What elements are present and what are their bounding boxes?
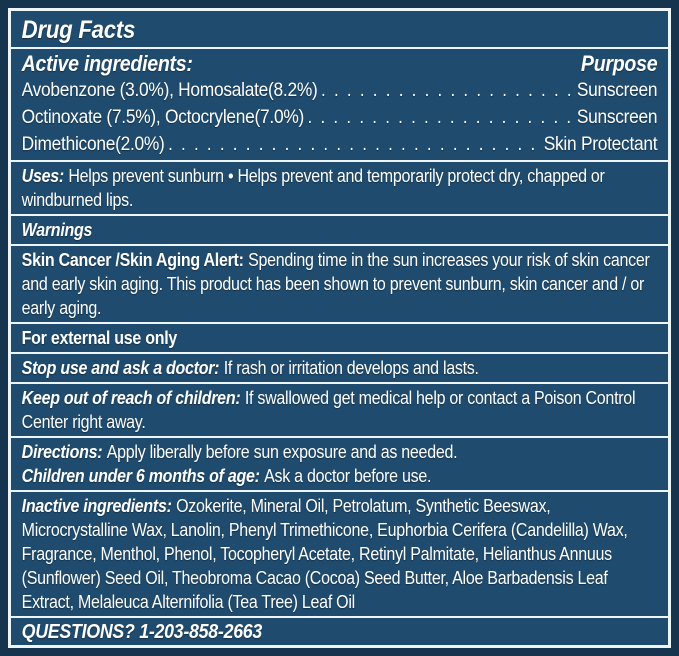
ingredient-purpose: Skin Protectant — [543, 133, 658, 155]
stop-use-text: If rash or irritation develops and lasts… — [223, 358, 479, 378]
directions-paragraph: Directions: Apply liberally before sun ex… — [22, 440, 658, 464]
section-stop-use: Stop use and ask a doctor: If rash or irr… — [11, 352, 668, 382]
section-skin-cancer-alert: Skin Cancer /Skin Aging Alert: Spending t… — [11, 244, 668, 322]
warnings-heading: Warnings — [21, 220, 93, 240]
stop-use-label: Stop use and ask a doctor: — [21, 358, 220, 378]
skin-cancer-alert-label: Skin Cancer /Skin Aging Alert: — [21, 250, 244, 270]
active-ingredients-heading: Active ingredients: — [21, 51, 193, 76]
section-external-use: For external use only — [11, 322, 668, 352]
directions-text: Apply liberally before sun exposure and … — [106, 442, 458, 462]
ingredient-row: Dimethicone(2.0%) . . . . . . . . . . . … — [22, 131, 658, 158]
skin-cancer-alert-text: Spending time in the sun increases your … — [21, 250, 650, 318]
inactive-ingredients-paragraph: Inactive ingredients: Ozokerite, Mineral … — [22, 494, 658, 614]
uses-label: Uses: — [21, 166, 65, 186]
section-active-ingredients: Active ingredients: Purpose Avobenzone (… — [11, 47, 668, 160]
active-ingredients-header-row: Active ingredients: Purpose — [22, 51, 658, 77]
purpose-heading: Purpose — [580, 51, 658, 76]
ingredient-row: Octinoxate (7.5%), Octocrylene(7.0%) . .… — [22, 104, 658, 131]
ingredient-name: Dimethicone(2.0%) — [21, 133, 165, 155]
section-questions: QUESTIONS? 1-203-858-2663 — [11, 616, 668, 645]
skin-cancer-alert-paragraph: Skin Cancer /Skin Aging Alert: Spending t… — [22, 248, 658, 320]
children-under-6-paragraph: Children under 6 months of age: Ask a doc… — [22, 464, 658, 488]
section-directions: Directions: Apply liberally before sun ex… — [11, 436, 668, 490]
uses-paragraph: Uses: Helps prevent sunburn • Helps preve… — [22, 164, 658, 212]
section-title: Drug Facts — [11, 11, 668, 47]
directions-label: Directions: — [21, 442, 103, 462]
dot-leader: . . . . . . . . . . . . . . . . . . . . … — [321, 80, 574, 101]
inactive-ingredients-label: Inactive ingredients: — [21, 496, 172, 516]
inactive-ingredients-text: Ozokerite, Mineral Oil, Petrolatum, Synt… — [21, 496, 628, 612]
dot-leader: . . . . . . . . . . . . . . . . . . . . … — [168, 134, 540, 155]
ingredient-purpose: Sunscreen — [576, 79, 658, 101]
questions-phone-text: QUESTIONS? 1-203-858-2663 — [21, 621, 263, 643]
section-keep-out-of-reach: Keep out of reach of children: If swallow… — [11, 382, 668, 436]
keep-out-text: If swallowed get medical help or contact… — [21, 388, 636, 432]
uses-text: Helps prevent sunburn • Helps prevent an… — [21, 166, 605, 210]
section-uses: Uses: Helps prevent sunburn • Helps preve… — [11, 160, 668, 214]
drug-facts-panel: Drug Facts Active ingredients: Purpose A… — [8, 8, 671, 648]
children-under-6-text: Ask a doctor before use. — [264, 466, 432, 486]
section-inactive-ingredients: Inactive ingredients: Ozokerite, Mineral … — [11, 490, 668, 616]
keep-out-paragraph: Keep out of reach of children: If swallow… — [22, 386, 658, 434]
label-content: Drug Facts Active ingredients: Purpose A… — [11, 11, 668, 645]
drug-facts-title: Drug Facts — [21, 16, 136, 44]
section-warnings: Warnings — [11, 214, 668, 244]
dot-leader: . . . . . . . . . . . . . . . . . . . . … — [307, 107, 574, 128]
ingredient-name: Octinoxate (7.5%), Octocrylene(7.0%) — [21, 106, 305, 128]
stop-use-paragraph: Stop use and ask a doctor: If rash or irr… — [22, 356, 658, 380]
ingredient-purpose: Sunscreen — [576, 106, 658, 128]
ingredient-row: Avobenzone (3.0%), Homosalate(8.2%) . . … — [22, 77, 658, 104]
ingredient-name: Avobenzone (3.0%), Homosalate(8.2%) — [21, 79, 318, 101]
keep-out-label: Keep out of reach of children: — [21, 388, 241, 408]
external-use-text: For external use only — [21, 328, 178, 348]
children-under-6-label: Children under 6 months of age: — [21, 466, 260, 486]
